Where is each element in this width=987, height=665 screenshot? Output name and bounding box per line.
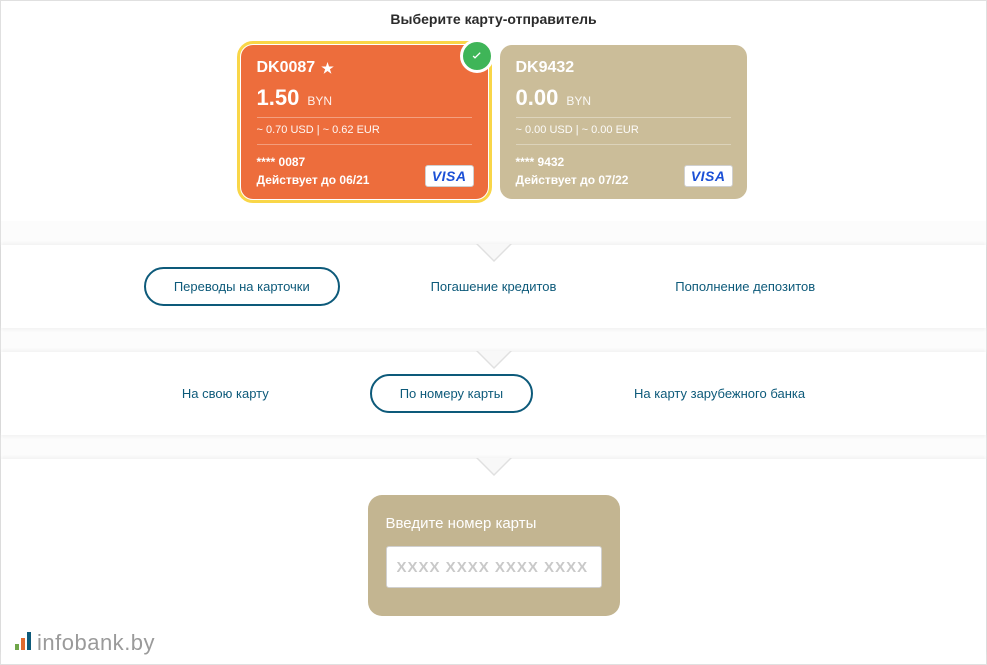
primary-tab-2[interactable]: Пополнение депозитов (647, 269, 843, 304)
card-number-label: Введите номер карты (386, 515, 602, 532)
visa-logo: VISA (684, 165, 733, 187)
card-input-section: Введите номер карты (1, 459, 986, 656)
check-icon (460, 39, 494, 73)
card-number-input[interactable] (386, 546, 602, 588)
card-conversion: ~ 0.70 USD | ~ 0.62 EUR (257, 124, 472, 145)
card-name: DK0087 ★ (257, 59, 472, 77)
secondary-tab-2[interactable]: На карту зарубежного банка (606, 376, 833, 411)
card-name: DK9432 (516, 59, 731, 77)
secondary-tab-1[interactable]: По номеру карты (370, 374, 533, 413)
logo-bars-icon (15, 632, 31, 650)
cards-row: DK0087 ★1.50BYN~ 0.70 USD | ~ 0.62 EUR**… (1, 35, 986, 221)
sender-card-0[interactable]: DK0087 ★1.50BYN~ 0.70 USD | ~ 0.62 EUR**… (241, 45, 488, 199)
star-icon: ★ (321, 60, 334, 77)
logo-text: infobank.by (37, 630, 155, 656)
card-balance: 0.00BYN (516, 85, 731, 118)
sender-card-1[interactable]: DK9432 0.00BYN~ 0.00 USD | ~ 0.00 EUR***… (500, 45, 747, 199)
card-conversion: ~ 0.00 USD | ~ 0.00 EUR (516, 124, 731, 145)
card-number-panel: Введите номер карты (368, 495, 620, 616)
tabs-secondary: На свою карту По номеру карты На карту зар… (1, 352, 986, 435)
primary-tab-0[interactable]: Переводы на карточки (144, 267, 340, 306)
tabs-primary: Переводы на карточки Погашение кредитов По… (1, 245, 986, 328)
visa-logo: VISA (425, 165, 474, 187)
card-balance: 1.50BYN (257, 85, 472, 118)
primary-tab-1[interactable]: Погашение кредитов (403, 269, 585, 304)
infobank-logo: infobank.by (15, 630, 155, 656)
secondary-tab-0[interactable]: На свою карту (154, 376, 297, 411)
page-title: Выберите карту-отправитель (1, 1, 986, 35)
